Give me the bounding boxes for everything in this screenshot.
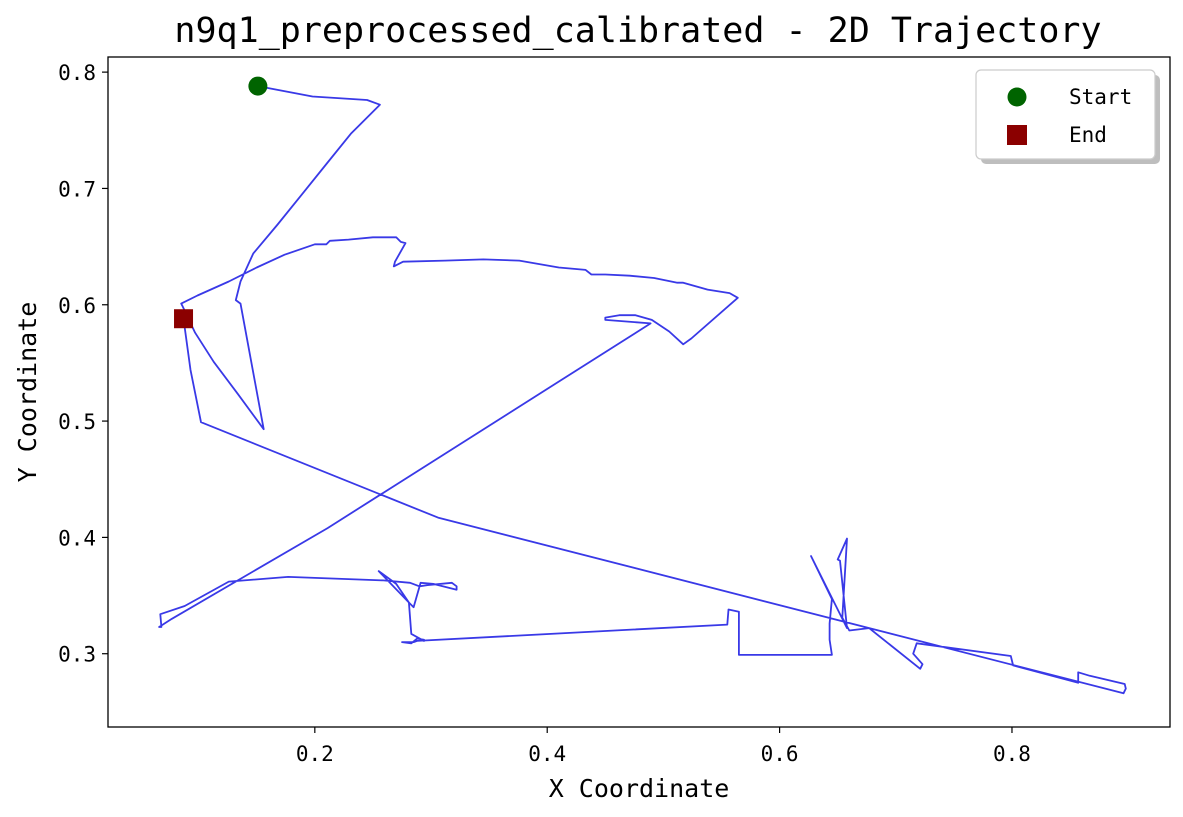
legend-end-label: End xyxy=(1069,123,1107,147)
x-tick-label: 0.2 xyxy=(296,742,334,766)
legend: Start End xyxy=(975,69,1160,164)
y-tick-label: 0.5 xyxy=(58,410,96,434)
trajectory-line xyxy=(158,85,1127,695)
start-point-marker xyxy=(248,76,268,96)
legend-box xyxy=(975,69,1156,160)
y-tick-label: 0.3 xyxy=(58,643,96,667)
plot-frame xyxy=(107,56,1171,728)
legend-end-marker xyxy=(1007,125,1027,145)
y-axis-label: Y Coordinate xyxy=(13,302,42,483)
x-tick-label: 0.4 xyxy=(528,742,566,766)
legend-start-marker xyxy=(1007,87,1027,107)
x-axis-label: X Coordinate xyxy=(549,774,730,803)
y-tick-label: 0.4 xyxy=(58,526,96,550)
legend-start-label: Start xyxy=(1069,85,1132,109)
x-tick-label: 0.6 xyxy=(761,742,799,766)
y-tick-label: 0.8 xyxy=(58,61,96,85)
y-tick-label: 0.7 xyxy=(58,177,96,201)
x-tick-label: 0.8 xyxy=(993,742,1031,766)
plot-data xyxy=(158,76,1127,695)
axis-ticks: 0.2 0.4 0.6 0.8 0.3 0.4 0.5 0.6 0.7 0.8 xyxy=(58,61,1031,766)
chart-title: n9q1_preprocessed_calibrated - 2D Trajec… xyxy=(174,11,1101,51)
end-point-marker xyxy=(174,309,194,329)
y-tick-label: 0.6 xyxy=(58,294,96,318)
